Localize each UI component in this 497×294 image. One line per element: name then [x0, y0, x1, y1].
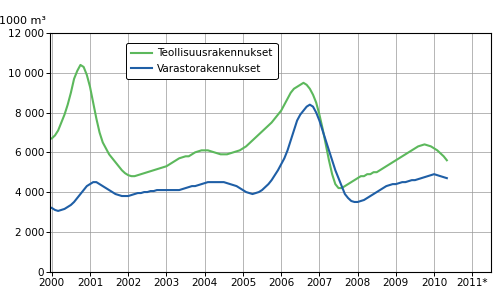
Varastorakennukset	[425, 174, 431, 178]
Varastorakennukset	[49, 206, 55, 210]
Varastorakennukset	[297, 113, 303, 116]
Teollisuusrakennukset	[297, 83, 303, 86]
Teollisuusrakennukset	[425, 143, 431, 147]
Varastorakennukset	[387, 183, 393, 187]
Varastorakennukset	[307, 103, 313, 106]
Line: Teollisuusrakennukset: Teollisuusrakennukset	[52, 65, 447, 188]
Teollisuusrakennukset	[49, 137, 55, 140]
Varastorakennukset	[55, 209, 61, 213]
Varastorakennukset	[144, 190, 150, 194]
Legend: Teollisuusrakennukset, Varastorakennukset: Teollisuusrakennukset, Varastorakennukse…	[126, 43, 277, 79]
Teollisuusrakennukset	[444, 158, 450, 162]
Teollisuusrakennukset	[396, 156, 402, 160]
Text: 1000 m³: 1000 m³	[0, 16, 46, 26]
Teollisuusrakennukset	[78, 63, 83, 67]
Teollisuusrakennukset	[335, 186, 341, 190]
Varastorakennukset	[154, 188, 160, 192]
Teollisuusrakennukset	[154, 168, 160, 171]
Teollisuusrakennukset	[144, 171, 150, 174]
Varastorakennukset	[396, 181, 402, 185]
Teollisuusrakennukset	[387, 163, 393, 166]
Line: Varastorakennukset: Varastorakennukset	[52, 105, 447, 211]
Varastorakennukset	[444, 176, 450, 180]
